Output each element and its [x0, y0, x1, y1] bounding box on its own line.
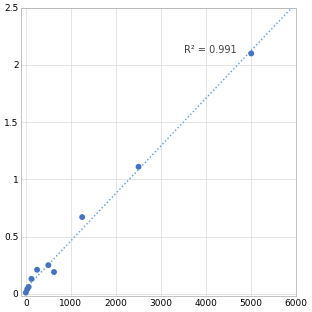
Point: [51, 270, 56, 275]
Text: R² = 0.991: R² = 0.991: [184, 45, 236, 55]
Point: [29, 276, 34, 281]
Point: [23, 290, 28, 295]
Point: [25, 287, 30, 292]
Point: [80, 215, 85, 220]
Point: [35, 267, 40, 272]
Point: [136, 164, 141, 169]
Point: [249, 51, 254, 56]
Point: [46, 263, 51, 268]
Point: [26, 285, 31, 290]
